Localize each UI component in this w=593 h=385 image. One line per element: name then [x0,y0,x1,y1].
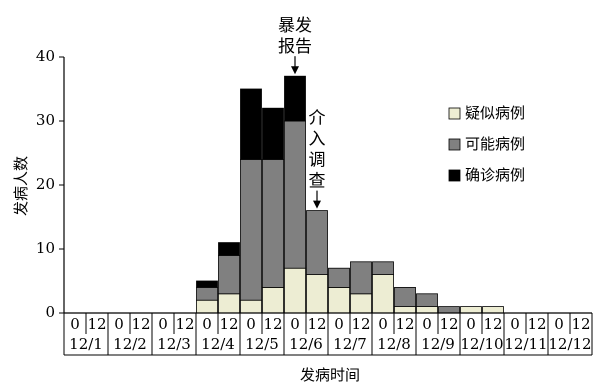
annotation-text: 查 [309,172,326,192]
x-tick-label-date: 12/7 [333,335,367,353]
bar-segment-疑似病例 [306,274,328,314]
x-tick-label-hour: 12 [483,315,502,333]
x-tick-label-hour: 0 [422,315,432,333]
legend-swatch [448,169,461,182]
bar-segment-疑似病例 [460,306,482,314]
bar-segment-可能病例 [284,120,306,269]
bar-segment-确诊病例 [196,280,218,288]
legend-label: 可能病例 [465,135,525,153]
x-tick-label-date: 12/12 [548,335,591,353]
x-tick-label-hour: 12 [87,315,106,333]
bar-segment-确诊病例 [262,107,284,160]
bar-segment-确诊病例 [284,75,306,122]
x-tick-label-hour: 0 [378,315,388,333]
x-tick-label-hour: 12 [175,315,194,333]
bar-segment-可能病例 [306,210,328,276]
y-axis-title: 发病人数 [12,156,30,216]
annotation-text: 入 [309,130,326,150]
legend-swatch [448,107,461,120]
bar-segment-可能病例 [416,293,438,307]
y-axis: 0 10 20 30 40 [36,47,65,321]
annotation-arrow-head [313,200,321,209]
x-tick-label-date: 12/3 [157,335,191,353]
y-tick-label: 10 [36,239,55,257]
y-tick-label: 0 [45,303,55,321]
x-tick-label-hour: 0 [334,315,344,333]
annotation-text: 暴发 [278,16,312,36]
x-tick-label-hour: 0 [510,315,520,333]
bar-segment-可能病例 [394,286,416,307]
bar-segment-疑似病例 [262,286,284,314]
y-tick-label: 40 [36,47,55,65]
bar-segment-可能病例 [372,261,394,275]
x-tick-label-hour: 12 [219,315,238,333]
x-tick-label-hour: 0 [114,315,124,333]
bar-segment-疑似病例 [372,274,394,314]
x-axis-title: 发病时间 [300,366,360,384]
x-tick-label-date: 12/8 [377,335,411,353]
bar-segment-可能病例 [218,254,240,295]
x-tick-label-date: 12/9 [421,335,455,353]
bar-segment-疑似病例 [196,299,218,314]
annotation-text: 介 [309,109,326,129]
x-tick-label-hour: 0 [202,315,212,333]
x-tick-label-date: 12/5 [245,335,279,353]
x-tick-label-hour: 0 [466,315,476,333]
bar-segment-可能病例 [328,267,350,288]
y-tick-label: 30 [36,111,55,129]
x-tick-label-hour: 12 [307,315,326,333]
x-tick-label-hour: 12 [131,315,150,333]
x-tick-label-date: 12/4 [201,335,235,353]
x-tick-label-hour: 12 [395,315,414,333]
bar-segment-可能病例 [350,261,372,295]
bar-segment-疑似病例 [218,293,240,314]
bar-segment-疑似病例 [394,306,416,314]
bar-segment-可能病例 [240,158,262,301]
bar-segment-确诊病例 [218,242,240,256]
x-tick-label-date: 12/2 [113,335,147,353]
bar-segment-疑似病例 [482,306,504,314]
bar-segment-可能病例 [196,286,218,301]
x-tick-label-hour: 0 [246,315,256,333]
annotation-text: 报告 [278,37,312,57]
annotation-text: 调 [309,151,326,171]
bar-segment-可能病例 [262,158,284,288]
legend-label: 疑似病例 [465,104,525,122]
x-tick-label-hour: 0 [70,315,80,333]
bar-segment-疑似病例 [240,299,262,314]
x-tick-label-hour: 12 [571,315,590,333]
x-tick-label-hour: 12 [527,315,546,333]
x-tick-label-date: 12/10 [460,335,503,353]
bar-segment-可能病例 [438,306,460,314]
bar-segment-疑似病例 [328,286,350,314]
legend-label: 确诊病例 [465,166,525,184]
bar-segment-疑似病例 [416,306,438,314]
x-tick-label-hour: 12 [351,315,370,333]
x-tick-label-hour: 0 [158,315,168,333]
x-tick-label-hour: 0 [554,315,564,333]
x-tick-label-date: 12/11 [504,335,547,353]
bar-segment-疑似病例 [284,267,306,314]
legend-swatch [448,138,461,151]
x-tick-label-hour: 0 [290,315,300,333]
bar-segment-疑似病例 [350,293,372,314]
x-tick-label-hour: 12 [439,315,458,333]
x-axis: 0 12 0 12 0 12 0 12 0 12 0 12 0 12 0 12 0 12 0 12 0 12 0 1212/1… [63,312,593,356]
annotation-arrow-head [291,66,299,75]
bar-segment-确诊病例 [240,88,262,160]
y-tick-label: 20 [36,175,55,193]
x-tick-label-hour: 12 [263,315,282,333]
bar-area [196,75,504,314]
x-tick-label-date: 12/6 [289,335,323,353]
x-tick-label-date: 12/1 [69,335,103,353]
